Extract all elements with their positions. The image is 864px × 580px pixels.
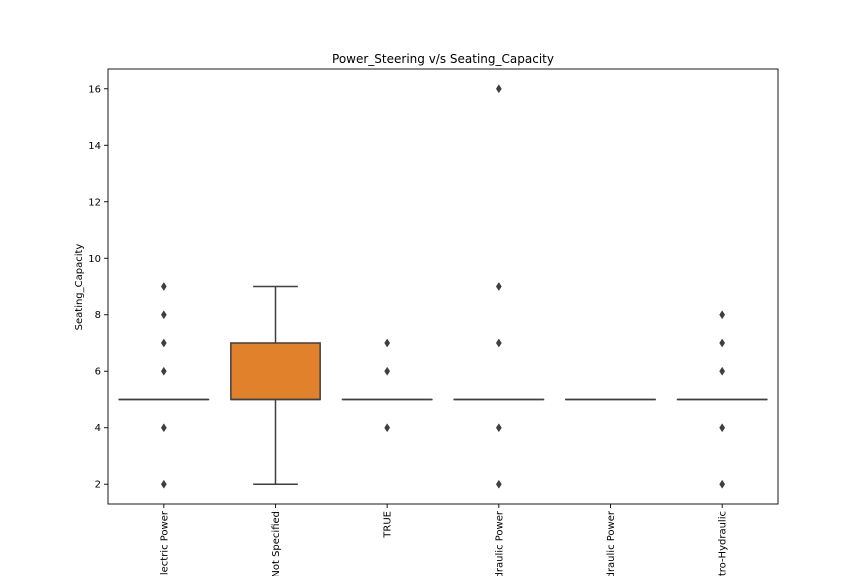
outlier-point — [161, 480, 166, 488]
outlier-point — [161, 311, 166, 319]
x-tick-label: TRUE — [383, 511, 394, 539]
outlier-point — [385, 339, 390, 347]
y-tick-label: 8 — [95, 310, 101, 321]
outlier-point — [720, 367, 725, 375]
y-tick-label: 10 — [88, 254, 101, 265]
y-tick-label: 16 — [88, 84, 101, 95]
chart-title: Power_Steering v/s Seating_Capacity — [332, 52, 554, 66]
outlier-point — [496, 424, 501, 432]
y-tick-label: 6 — [95, 367, 101, 378]
y-tick-label: 4 — [95, 423, 101, 434]
outlier-point — [496, 283, 501, 291]
outlier-point — [161, 339, 166, 347]
x-tick-label: tro-Hydraulic — [718, 511, 729, 576]
outlier-point — [496, 339, 501, 347]
x-tick-label: lectric Power — [159, 510, 170, 575]
outlier-point — [161, 367, 166, 375]
y-tick-label: 12 — [88, 197, 101, 208]
x-tick-label: draulic Power — [494, 510, 505, 576]
outlier-point — [720, 311, 725, 319]
box-body — [231, 343, 320, 399]
y-tick-label: 14 — [88, 141, 101, 152]
outlier-point — [720, 339, 725, 347]
outlier-point — [720, 480, 725, 488]
plot-frame — [108, 69, 778, 504]
x-tick-label: Not Specified — [271, 511, 282, 576]
outlier-point — [720, 424, 725, 432]
outlier-point — [385, 367, 390, 375]
y-tick-label: 2 — [95, 480, 101, 491]
outlier-point — [385, 424, 390, 432]
plot-area: 2 4 6 8 10 12 14 16 lectric Power Not Specified TR… — [88, 69, 778, 576]
outlier-point — [161, 424, 166, 432]
x-tick-label: draulic Power — [606, 510, 617, 576]
outlier-point — [161, 283, 166, 291]
outlier-point — [496, 480, 501, 488]
outlier-point — [496, 85, 501, 93]
y-axis-label: Seating_Capacity — [74, 244, 85, 331]
